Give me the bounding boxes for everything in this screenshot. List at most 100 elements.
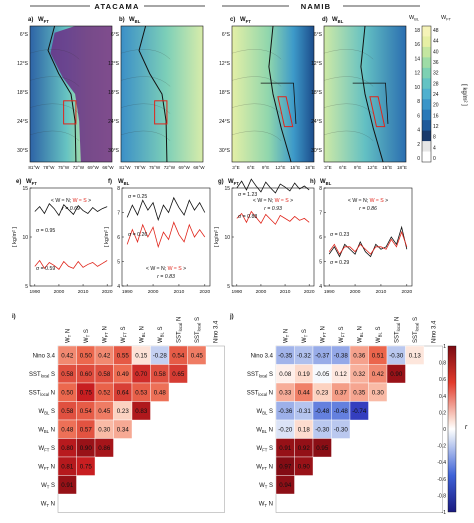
region-outline [352,82,389,124]
column-label: Nino 3.4 [213,320,219,343]
panel-tag: b) [119,17,125,23]
colorbar-tick-right: 0 [433,156,436,162]
timeseries-panel-h: h) WBL 4 5 6 7 8 1990 2000 2010 2020 < W ≈ N; W ≈ S… [310,179,412,295]
y-axis-label: [ kg/m² ] [104,227,110,247]
y-tick-label: 7 [319,211,322,217]
panel-tag: i) [12,314,16,320]
lon-label: 15°E [382,165,392,170]
plot-frame [121,187,211,287]
panel-variable: WFT [26,179,37,186]
lat-label: 12°S [311,61,323,67]
cell-value: 0.23 [316,389,329,396]
row-label: Nino 3.4 [251,353,274,359]
cell-value: 0.58 [154,371,167,378]
y-tick-label: 10 [22,235,28,241]
lon-label: 69°W [88,165,100,170]
timeseries-panel-f: f) WBL 4 5 6 7 8 1990 2000 2010 2020 [ kg/m² ] < W ≈… [104,179,210,295]
y-tick-label: 4 [319,284,322,290]
x-tick-label: 1990 [29,289,40,295]
atacama-header: ATACAMA [94,2,139,11]
row-label: SSTlocal N [29,390,55,397]
row-label: WBL S [39,409,55,416]
cell-value: -0.31 [297,408,312,415]
matrix-cell [349,401,369,421]
y-axis-label: [ kg/m² ] [214,227,220,247]
correlation-matrix-i: i) WT N WT S WFT N WFT S WBL N WBL S SSTlocal N… [12,314,225,513]
colorbar-swatch [422,26,431,37]
cell-value: 0.42 [372,371,385,378]
cell-value: 0.15 [135,352,148,359]
lon-label: 6°E [339,165,346,170]
map-colorbar: WBL WFT1816141210864204844403632282420161… [409,15,467,163]
map-frame [231,25,315,163]
cell-value: 0.50 [80,352,93,359]
cell-value: 0.90 [390,371,403,378]
colorbar-swatch [422,151,431,163]
study-box [369,96,386,128]
sigma-south-label: σ = 0.59 [36,266,55,272]
panel-variable: WFT [228,179,239,186]
cell-value: 0.42 [98,352,111,359]
cell-value: 0.80 [61,445,74,452]
study-box [63,100,77,125]
cell-value: 0.35 [353,389,366,396]
series-south-line [328,230,408,255]
lon-label: 78°W [134,165,146,170]
row-label: WFT N [256,464,273,471]
plot-frame [29,187,113,287]
colorbar-tick-right: 4 [433,145,436,151]
correlation-label: r = 0.83 [157,274,175,280]
panel-variable: WFT [38,17,49,24]
panel-variable: WFT [240,17,251,24]
column-label: WFT N [320,326,327,343]
cell-value: 0.64 [117,389,130,396]
colorbar-tick-left: 18 [414,28,420,34]
lon-label: 15°E [290,165,300,170]
column-label: WFT S [339,327,346,343]
matrix-cell [113,419,133,439]
colorbar-swatch [422,99,431,111]
cell-value: 0.52 [98,389,111,396]
row-label: SSTlocal S [247,372,273,379]
cell-value: 0.54 [172,352,185,359]
column-label: WBL S [158,327,165,343]
y-tick-label: 5 [117,260,120,266]
lat-label: 30°S [17,148,29,154]
colorbar-tick-left: 12 [414,71,420,77]
colorbar-tick-right: 16 [433,113,439,119]
x-tick-label: 1990 [231,289,242,295]
cell-value: 0.75 [80,389,93,396]
row-label: WFT S [257,446,273,453]
contour-line [120,130,171,141]
lon-label: 12°E [367,165,377,170]
contour-line [29,103,80,114]
column-label: WT N [65,329,72,343]
y-tick-label: 5 [25,284,28,290]
lat-label: 24°S [219,119,231,125]
cell-value: 0.19 [298,371,311,378]
matrix-cell [275,475,295,495]
cell-value: 0.18 [298,426,311,433]
matrix-cell [168,364,188,384]
lon-label: 81°W [28,165,40,170]
colorbar-tick-right: 24 [433,92,439,98]
matrix-cell [368,382,388,402]
legend-text: < W ≈ N; W ≈ S > [348,198,388,204]
cell-value: 0.34 [117,426,130,433]
sigma-north-label: σ = 0.25 [128,194,147,200]
series-south-line [34,259,108,270]
correlation-colorbar-bar [447,345,457,513]
series-south-line [126,221,206,249]
contour-line [323,130,374,141]
panel-variable: WBL [332,17,344,24]
sigma-south-label: σ = 0.88 [238,214,257,220]
row-label: WT N [41,501,55,508]
plot-frame [323,187,413,287]
column-label: WT N [283,329,290,343]
lat-label: 18°S [108,90,120,96]
x-tick-label: 2010 [174,289,185,295]
column-label: Nino 3.4 [431,320,437,343]
cell-value: 0.92 [298,445,311,452]
colorbar-frame [421,25,432,163]
